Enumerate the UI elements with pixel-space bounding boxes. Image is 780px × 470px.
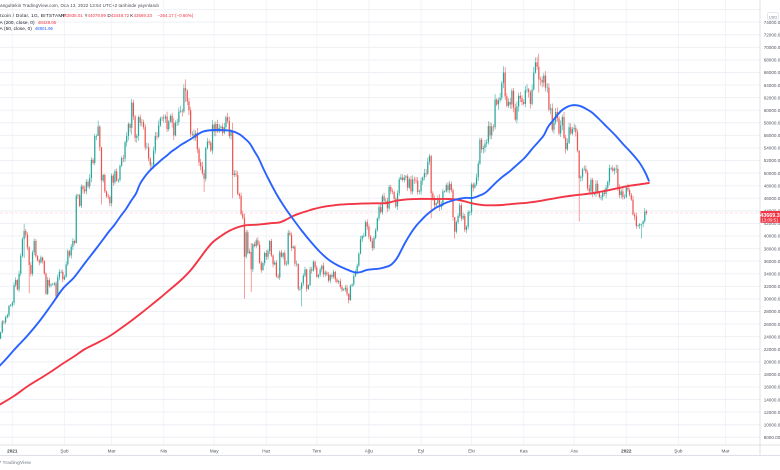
svg-text:USD: USD	[769, 14, 778, 19]
svg-text:26000.0: 26000.0	[764, 322, 780, 327]
svg-text:66000.0: 66000.0	[764, 70, 780, 75]
svg-text:14000.0: 14000.0	[764, 397, 780, 402]
svg-text:Kas: Kas	[520, 448, 529, 453]
svg-text:30000.0: 30000.0	[764, 297, 780, 302]
svg-text:22000.0: 22000.0	[764, 347, 780, 352]
svg-text:Ara: Ara	[571, 448, 579, 453]
svg-text:36000.0: 36000.0	[764, 259, 780, 264]
svg-text:34000.0: 34000.0	[764, 271, 780, 276]
svg-text:62000.0: 62000.0	[764, 95, 780, 100]
svg-text:Nis: Nis	[160, 448, 167, 453]
svg-text:2022: 2022	[621, 448, 632, 453]
svg-text:70000.0: 70000.0	[764, 45, 780, 50]
svg-text:50000.0: 50000.0	[764, 171, 780, 176]
svg-text:56000.0: 56000.0	[764, 133, 780, 138]
svg-text:48000.0: 48000.0	[764, 183, 780, 188]
svg-text:74000.0: 74000.0	[764, 20, 780, 25]
svg-text:10000.0: 10000.0	[764, 422, 780, 427]
svg-text:Eyl: Eyl	[418, 448, 424, 453]
svg-text:2021: 2021	[7, 448, 18, 453]
svg-text:12000.0: 12000.0	[764, 410, 780, 415]
svg-text:16000.0: 16000.0	[764, 385, 780, 390]
svg-text:Ağu: Ağu	[365, 448, 374, 453]
svg-text:24000.0: 24000.0	[764, 334, 780, 339]
svg-text:Mar: Mar	[108, 448, 116, 453]
svg-text:Eki: Eki	[468, 448, 474, 453]
svg-text:Şub: Şub	[674, 448, 683, 453]
svg-text:8000.00: 8000.00	[764, 435, 780, 440]
svg-text:52000.0: 52000.0	[764, 158, 780, 163]
svg-text:43669.3: 43669.3	[760, 213, 780, 219]
svg-text:68000.0: 68000.0	[764, 58, 780, 63]
svg-text:Şub: Şub	[60, 448, 69, 453]
svg-text:18000.0: 18000.0	[764, 372, 780, 377]
svg-text:May: May	[210, 448, 219, 453]
svg-text:54000.0: 54000.0	[764, 146, 780, 151]
svg-text:Haz: Haz	[262, 448, 271, 453]
svg-text:32000.0: 32000.0	[764, 284, 780, 289]
svg-text:42000.0: 42000.0	[764, 221, 780, 226]
svg-text:20000.0: 20000.0	[764, 360, 780, 365]
svg-text:13:09:51: 13:09:51	[761, 218, 779, 223]
svg-text:58000.0: 58000.0	[764, 121, 780, 126]
svg-text:Tem: Tem	[312, 448, 321, 453]
svg-text:64000.0: 64000.0	[764, 83, 780, 88]
svg-text:38000.0: 38000.0	[764, 246, 780, 251]
svg-text:Mar: Mar	[722, 448, 730, 453]
svg-text:40000.0: 40000.0	[764, 234, 780, 239]
svg-text:28000.0: 28000.0	[764, 309, 780, 314]
svg-text:72000.0: 72000.0	[764, 32, 780, 37]
svg-text:46000.0: 46000.0	[764, 196, 780, 201]
svg-text:60000.0: 60000.0	[764, 108, 780, 113]
